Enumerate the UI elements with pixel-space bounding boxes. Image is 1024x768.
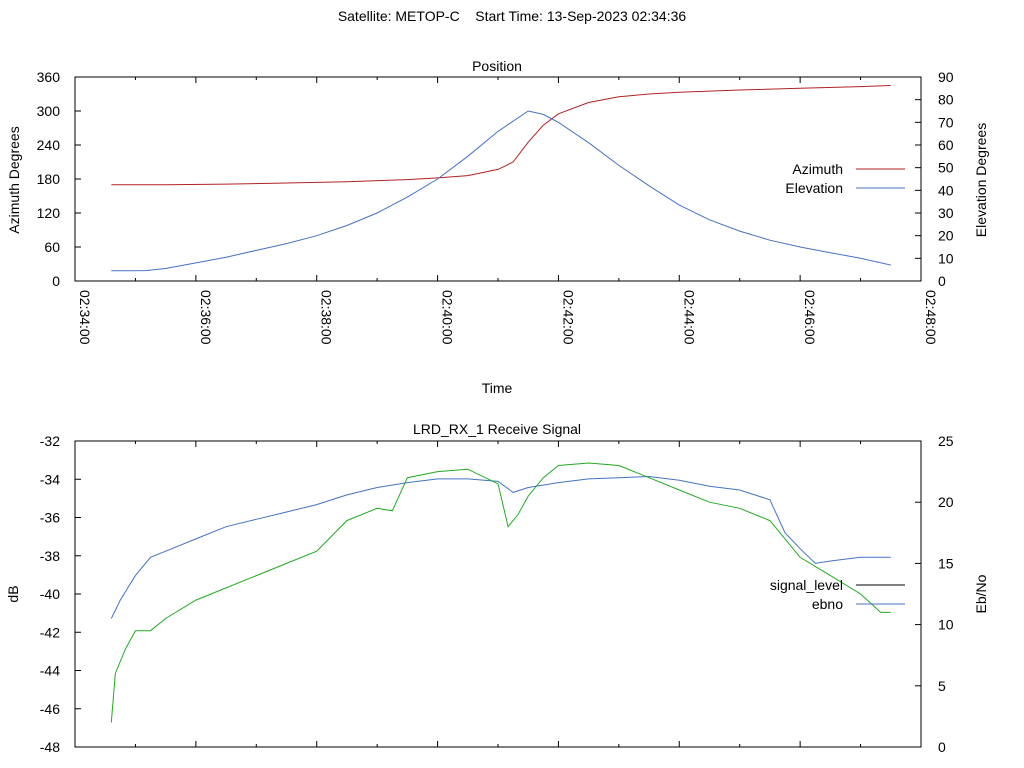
series-line-series-2 [110,462,891,723]
y-tick-label: -40 [40,586,60,602]
x-tick-label: 02:40:00 [440,290,456,345]
signal-plot-frame [74,440,922,748]
x-tick-label: 02:44:00 [681,290,697,345]
y2-tick-label: 0 [938,739,946,755]
series-line-azimuth [111,85,891,186]
series-line-ebno [110,475,891,619]
x-tick-label: 02:36:00 [198,290,214,345]
y2-tick-label: 5 [938,678,946,694]
y-tick-label: 180 [37,171,61,187]
y2-tick-label: 30 [938,205,954,221]
y-tick-label: -46 [40,701,60,717]
y-tick-label: -42 [40,624,60,640]
position-chart: Position 0 60 120 180 240 300 360 0 10 20 30 40 50 60… [6,58,989,396]
x-tick-label: 02:34:00 [77,290,93,345]
y2-tick-label: 0 [938,273,946,289]
signal-axes: -48 -46 -44 -42 -40 -38 -36 -34 -32 0 5 10 15 20 25 [40,433,954,755]
signal-y2-axis-label: Eb/No [973,574,989,613]
y-tick-label: 300 [37,103,61,119]
y2-tick-label: 70 [938,114,954,130]
y2-tick-label: 60 [938,137,954,153]
position-series [111,85,891,272]
y2-tick-label: 50 [938,160,954,176]
y2-tick-label: 90 [938,69,954,85]
y2-tick-label: 25 [938,433,954,449]
x-tick-label: 02:48:00 [923,290,939,345]
legend-label-ebno: ebno [812,596,843,612]
signal-chart: LRD_RX_1 Receive Signal -48-46-44-42-40-… [5,421,989,755]
y2-tick-label: 20 [938,494,954,510]
y-tick-label: -36 [40,510,60,526]
position-plot-frame [74,76,922,282]
y-tick-label: -34 [40,471,60,487]
series-line-elevation [111,110,891,272]
x-tick-label: 02:42:00 [560,290,576,345]
position-chart-title: Position [472,58,522,74]
legend-label-signal-level: signal_level [770,577,843,593]
y2-tick-label: 15 [938,555,954,571]
y-tick-label: -32 [40,433,60,449]
signal-chart-title: LRD_RX_1 Receive Signal [413,421,581,437]
x-tick-label: 02:38:00 [319,290,335,345]
position-y2-axis-label: Elevation Degrees [973,123,989,237]
y-tick-label: 120 [37,205,61,221]
y-tick-label: -38 [40,548,60,564]
y-tick-label: -44 [40,663,60,679]
y-tick-label: 360 [37,69,61,85]
page-title: Satellite: METOP-C Start Time: 13-Sep-20… [337,8,687,24]
legend-label-elevation: Elevation [785,180,843,196]
legend-label-azimuth: Azimuth [792,161,843,177]
position-axes: 0 60 120 180 240 300 360 0 10 20 30 40 50 60 70 80 90 02:… [37,69,954,345]
signal-y-axis-label: dB [5,585,21,602]
y2-tick-label: 10 [938,250,954,266]
y-tick-label: 60 [44,239,60,255]
position-y-axis-label: Azimuth Degrees [6,126,22,233]
position-x-axis-label: Time [482,380,513,396]
y-tick-label: -48 [40,739,60,755]
y2-tick-label: 80 [938,92,954,108]
x-tick-label: 02:46:00 [802,290,818,345]
y-tick-label: 0 [52,273,60,289]
y2-tick-label: 10 [938,617,954,633]
y-tick-label: 240 [37,137,61,153]
y2-tick-label: 20 [938,228,954,244]
y2-tick-label: 40 [938,182,954,198]
signal-series [110,462,891,723]
